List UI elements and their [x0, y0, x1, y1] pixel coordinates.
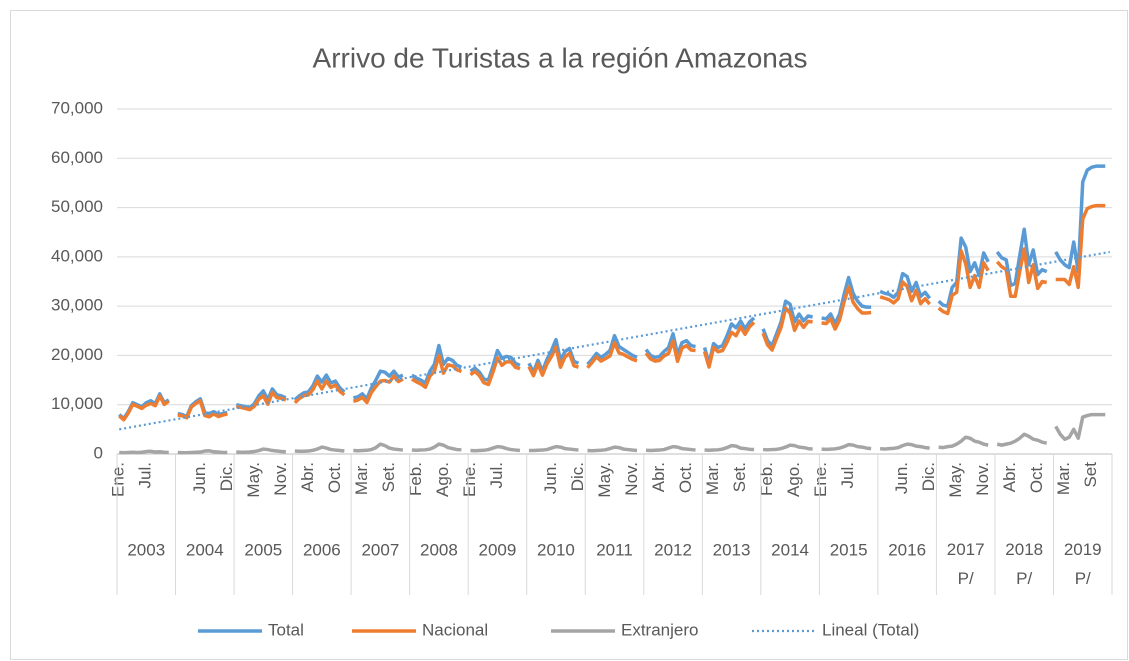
x-tick-label: Jun.	[892, 462, 911, 494]
group-label: 2010	[537, 540, 575, 559]
x-tick-label: Oct.	[1027, 462, 1046, 493]
x-tick-label: Ene.	[460, 462, 479, 497]
group-label: 2006	[303, 540, 341, 559]
x-tick-label: Feb.	[757, 462, 776, 496]
x-tick-label: Jul.	[838, 462, 857, 488]
legend-label: Total	[268, 620, 304, 639]
x-tick-label: Jul.	[136, 462, 155, 488]
x-tick-label: Abr.	[298, 462, 317, 492]
x-tick-label: Set.	[379, 462, 398, 492]
x-tick-label: May.	[244, 462, 263, 498]
x-tick-label: Ene.	[811, 462, 830, 497]
group-label: 2018 P/	[1005, 540, 1043, 588]
x-tick-label: Mar.	[1054, 462, 1073, 495]
x-tick-label: Dic.	[217, 462, 236, 491]
group-label: 2003	[127, 540, 165, 559]
group-label: 2004	[186, 540, 224, 559]
group-label: 2005	[244, 540, 282, 559]
y-tick-label: 10,000	[51, 394, 103, 413]
group-label: 2011	[596, 540, 633, 559]
x-tick-label: Abr.	[1000, 462, 1019, 492]
x-tick-label: Oct.	[676, 462, 695, 493]
chart-title: Arrivo de Turistas a la región Amazonas	[313, 42, 808, 73]
x-tick-label: Ene.	[109, 462, 128, 497]
chart-border	[10, 10, 1128, 660]
x-tick-label: Abr.	[649, 462, 668, 492]
group-label: 2008	[420, 540, 458, 559]
x-tick-label: Dic.	[568, 462, 587, 491]
legend-label: Lineal (Total)	[822, 620, 919, 639]
x-tick-label: Mar.	[352, 462, 371, 495]
x-tick-label: Jun.	[541, 462, 560, 494]
y-tick-label: 40,000	[51, 246, 103, 265]
y-tick-label: 60,000	[51, 148, 103, 167]
y-tick-label: 50,000	[51, 197, 103, 216]
group-label: 2009	[479, 540, 517, 559]
group-label: 2012	[654, 540, 692, 559]
legend-label: Nacional	[422, 620, 488, 639]
legend-label: Extranjero	[621, 620, 698, 639]
group-label: 2015	[830, 540, 868, 559]
x-tick-label: May.	[595, 462, 614, 498]
x-tick-label: Mar.	[703, 462, 722, 495]
group-label: 2014	[771, 540, 809, 559]
group-label: 2007	[361, 540, 399, 559]
group-label: 2019 P/	[1064, 540, 1102, 588]
y-tick-label: 0	[94, 443, 103, 462]
x-tick-label: Dic.	[919, 462, 938, 491]
y-tick-label: 30,000	[51, 296, 103, 315]
group-label: 2016	[888, 540, 926, 559]
x-tick-label: Ago.	[433, 462, 452, 497]
x-tick-label: Ago.	[784, 462, 803, 497]
y-tick-label: 70,000	[51, 98, 103, 117]
x-tick-label: Feb.	[406, 462, 425, 496]
x-tick-label: May.	[946, 462, 965, 498]
x-tick-label: Nov.	[271, 462, 290, 496]
group-label: 2017 P/	[947, 540, 985, 588]
x-tick-label: Set	[1081, 462, 1100, 488]
x-tick-label: Nov.	[622, 462, 641, 496]
x-tick-label: Jul.	[487, 462, 506, 488]
x-tick-label: Jun.	[190, 462, 209, 494]
group-label: 2013	[713, 540, 751, 559]
series-line	[119, 412, 1106, 455]
y-tick-label: 20,000	[51, 345, 103, 364]
x-tick-label: Set.	[730, 462, 749, 492]
x-tick-label: Nov.	[973, 462, 992, 496]
x-tick-label: Oct.	[325, 462, 344, 493]
